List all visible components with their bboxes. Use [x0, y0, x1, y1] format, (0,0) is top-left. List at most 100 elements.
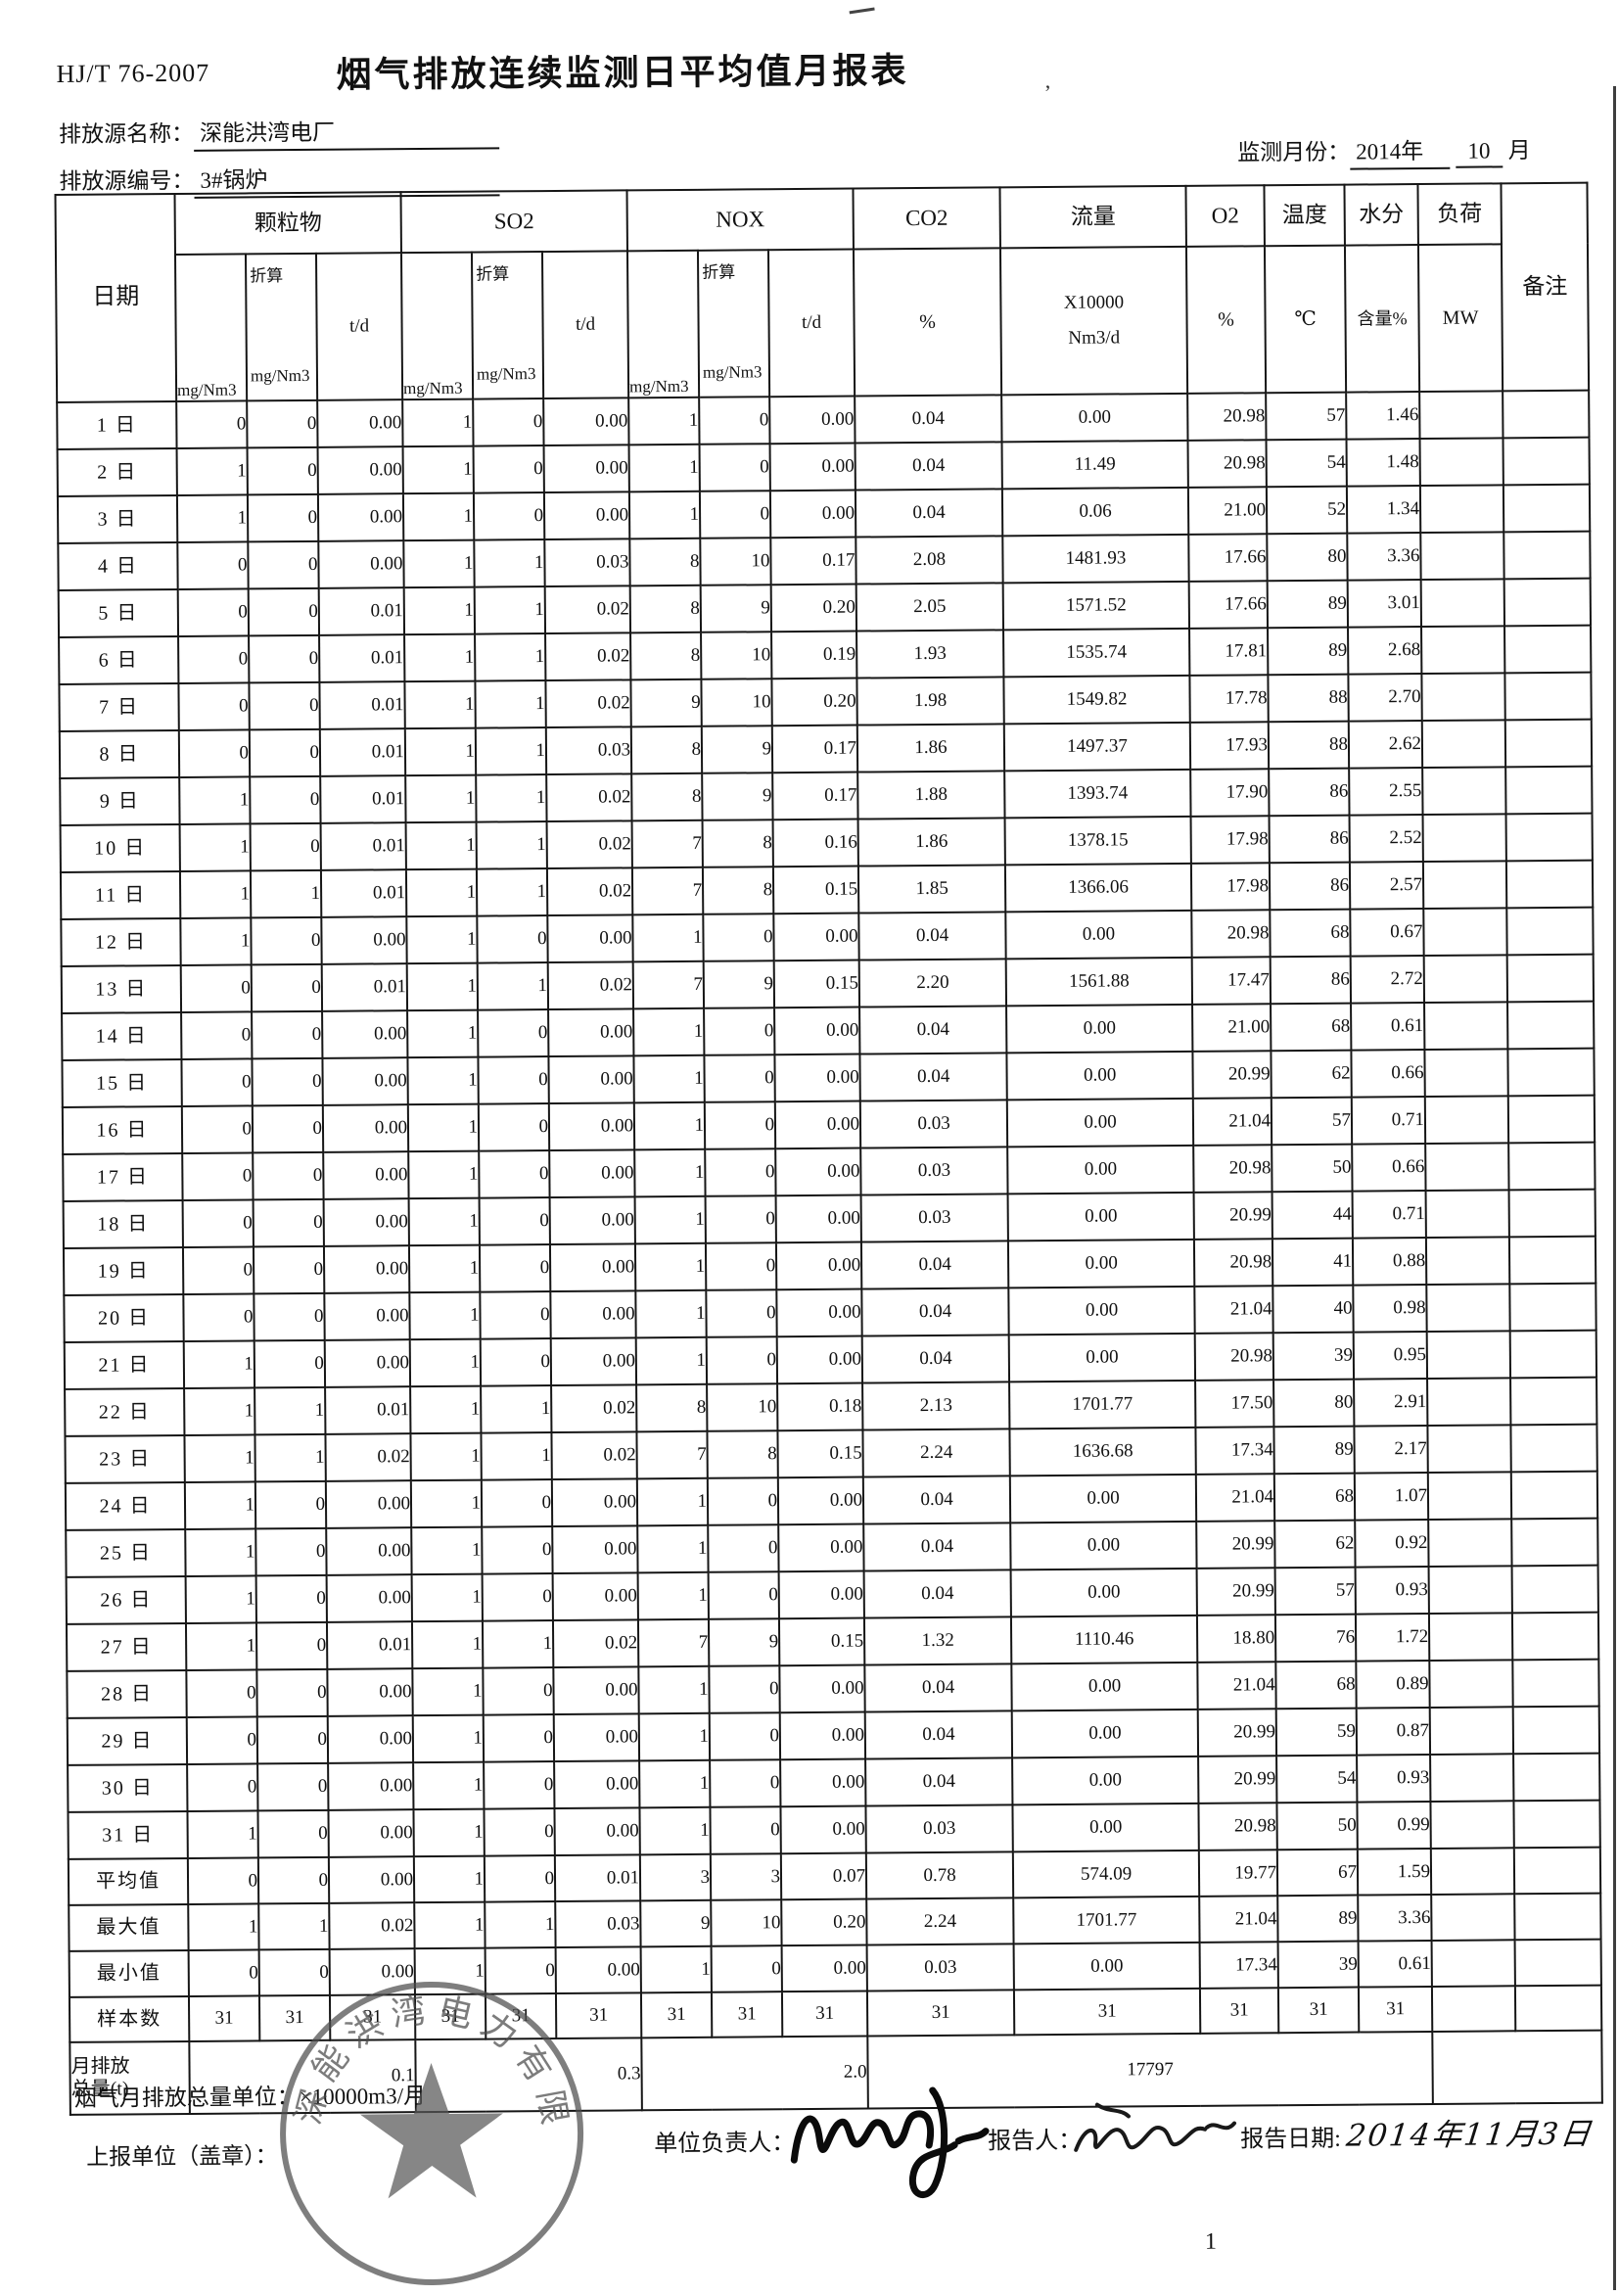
- value-cell: 44: [1272, 1191, 1353, 1240]
- value-cell: 0.00: [549, 1243, 636, 1292]
- value-cell: 0: [181, 1058, 253, 1106]
- value-cell: 0.00: [324, 1292, 410, 1340]
- value-cell: 0.00: [323, 1245, 410, 1293]
- value-cell: 54: [1266, 439, 1347, 488]
- value-cell: 0.00: [1007, 1192, 1194, 1242]
- remark-cell: [1509, 1283, 1596, 1332]
- value-cell: 0: [253, 1151, 324, 1200]
- remark-cell: [1506, 954, 1595, 1003]
- value-cell: 0: [178, 635, 250, 683]
- value-cell: 1: [410, 1479, 483, 1528]
- load-cell: [1429, 1660, 1513, 1708]
- value-cell: 1: [184, 1434, 255, 1482]
- value-cell: 1: [258, 1902, 330, 1950]
- value-cell: 0.07: [780, 1852, 867, 1900]
- value-cell: 0.15: [772, 866, 859, 914]
- value-cell: 1: [412, 1667, 484, 1716]
- value-cell: 39: [1277, 1941, 1359, 1989]
- value-cell: 0.87: [1356, 1707, 1431, 1756]
- load-cell: [1422, 767, 1506, 816]
- date-cell: 30 日: [68, 1763, 188, 1812]
- value-cell: 1: [413, 1761, 485, 1810]
- value-cell: 9: [630, 679, 702, 727]
- value-cell: 8: [631, 773, 703, 821]
- remark-cell: [1505, 813, 1593, 862]
- col-header-temp: 温度: [1264, 184, 1346, 247]
- value-cell: 0.00: [552, 1525, 638, 1574]
- value-cell: 0: [711, 1945, 782, 1992]
- value-cell: 1.85: [857, 865, 1006, 914]
- value-cell: 68: [1273, 1473, 1356, 1522]
- monitor-month-number: 10: [1455, 138, 1503, 168]
- value-cell: 57: [1271, 1097, 1353, 1146]
- remark-cell: [1512, 1706, 1600, 1755]
- value-cell: 0.00: [769, 490, 856, 539]
- value-cell: 0: [187, 1857, 259, 1904]
- value-cell: 0.00: [1008, 1286, 1195, 1335]
- date-cell: 11 日: [60, 870, 181, 919]
- value-cell: 1.86: [857, 818, 1005, 867]
- value-cell: 0.03: [545, 726, 632, 775]
- value-cell: 0.17: [771, 725, 858, 773]
- subheader-so2-mg: mg/Nm3: [401, 252, 474, 400]
- value-cell: 1535.74: [1003, 628, 1190, 678]
- sample-count-cell: 31: [1199, 1988, 1279, 2034]
- load-cell: [1427, 1425, 1511, 1473]
- value-cell: 62: [1274, 1520, 1356, 1569]
- value-cell: 39: [1272, 1332, 1355, 1381]
- value-cell: 20.98: [1187, 440, 1267, 488]
- value-cell: 0: [249, 634, 320, 683]
- value-cell: 21.04: [1199, 1896, 1278, 1943]
- date-cell: 26 日: [66, 1575, 186, 1624]
- value-cell: 8: [636, 1383, 708, 1432]
- value-cell: 20.98: [1193, 1145, 1272, 1193]
- value-cell: 0: [483, 1714, 555, 1762]
- value-cell: 0.00: [780, 1758, 866, 1807]
- value-cell: 0.00: [550, 1290, 636, 1339]
- load-cell: [1421, 626, 1505, 675]
- value-cell: 0.00: [781, 1945, 867, 1992]
- value-cell: 0.03: [860, 1147, 1008, 1195]
- value-cell: 0.00: [322, 1010, 408, 1058]
- value-cell: 0.00: [778, 1523, 864, 1572]
- value-cell: 0.01: [326, 1621, 413, 1669]
- value-cell: 0: [699, 397, 770, 445]
- value-cell: 86: [1269, 862, 1351, 911]
- load-cell: [1431, 1940, 1515, 1987]
- value-cell: 574.09: [1012, 1850, 1200, 1898]
- value-cell: 0.00: [774, 1054, 860, 1102]
- value-cell: 0: [479, 1150, 550, 1198]
- value-cell: 76: [1274, 1614, 1357, 1663]
- value-cell: 86: [1269, 768, 1350, 817]
- value-cell: 1: [476, 868, 548, 916]
- value-cell: 2.13: [862, 1382, 1010, 1430]
- value-cell: 1: [179, 823, 251, 871]
- value-cell: 0.15: [777, 1429, 863, 1478]
- value-cell: 80: [1267, 533, 1348, 582]
- value-cell: 89: [1267, 580, 1349, 629]
- value-cell: 9: [702, 773, 773, 820]
- value-cell: 0.00: [775, 1148, 861, 1196]
- value-cell: 0: [182, 1199, 254, 1247]
- value-cell: 0.61: [1358, 1940, 1432, 1988]
- value-cell: 0.02: [552, 1619, 639, 1668]
- value-cell: 8: [630, 726, 703, 774]
- value-cell: 1: [639, 1806, 711, 1855]
- value-cell: 2.68: [1348, 627, 1422, 675]
- value-cell: 0.00: [543, 398, 629, 446]
- value-cell: 1: [408, 1197, 480, 1246]
- value-cell: 1: [405, 821, 477, 870]
- load-cell: [1428, 1613, 1513, 1661]
- remark-cell: [1509, 1330, 1597, 1379]
- value-cell: 1: [637, 1571, 710, 1620]
- value-cell: 17.98: [1190, 816, 1270, 864]
- value-cell: 1: [411, 1620, 484, 1669]
- report-date-handwritten: 2014年11月3日: [1344, 2116, 1595, 2154]
- converted-label: 折算: [702, 262, 736, 282]
- table-body: 1 日 0 0 0.00 1 0 0.00 1 0 0.00 0.04 0.00 20.98 57 1.46…: [57, 390, 1602, 2115]
- value-cell: 0: [183, 1293, 254, 1341]
- scan-speck: ’: [1043, 79, 1052, 106]
- value-cell: 3.01: [1347, 580, 1422, 628]
- value-cell: 1: [180, 917, 252, 965]
- remark-cell: [1503, 578, 1592, 627]
